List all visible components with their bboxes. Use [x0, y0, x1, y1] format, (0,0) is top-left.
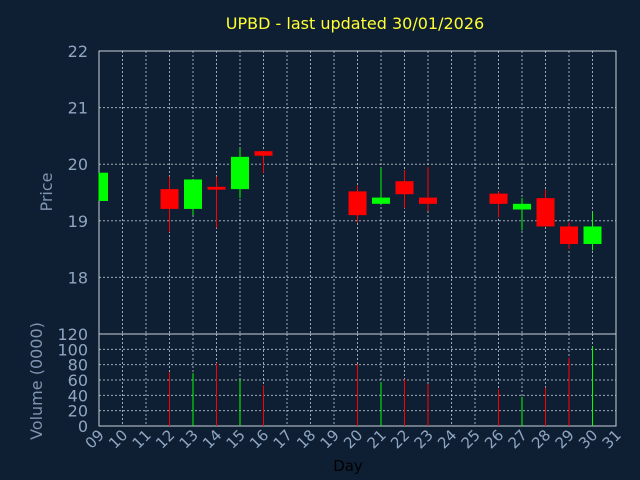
volume-tick-label: 100	[57, 340, 88, 359]
volume-axis-label: Volume (0000)	[27, 322, 46, 440]
volume-tick-label: 0	[78, 417, 88, 436]
price-tick-label: 21	[68, 99, 88, 118]
x-tick-label: 18	[293, 426, 319, 452]
price-y-ticks: 22 21 20 19 18	[68, 42, 88, 287]
price-tick-label: 19	[68, 212, 88, 231]
x-tick-label: 10	[105, 426, 131, 452]
price-axis-label: Price	[37, 172, 56, 211]
volume-tick-label: 120	[57, 325, 88, 344]
candle-body	[348, 191, 367, 216]
candle-body	[184, 179, 202, 209]
candle-body	[419, 197, 437, 204]
candle-body	[254, 151, 273, 156]
candle-body	[99, 172, 108, 201]
volume-bars	[169, 346, 593, 426]
x-axis-label: Day	[333, 457, 363, 475]
x-tick-label: 11	[129, 426, 155, 452]
volume-tick-label: 60	[68, 371, 88, 390]
x-tick-label: 26	[481, 426, 507, 452]
x-tick-label: 24	[434, 426, 460, 452]
candle-body	[207, 186, 226, 190]
x-tick-label: 29	[552, 426, 578, 452]
x-tick-label: 22	[387, 426, 413, 452]
candle-body	[513, 203, 531, 210]
x-tick-label: 23	[411, 426, 437, 452]
x-tick-label: 31	[599, 426, 625, 452]
price-tick-label: 18	[68, 268, 88, 287]
volume-tick-label: 20	[68, 402, 88, 421]
candle-body	[231, 156, 249, 190]
price-tick-label: 20	[68, 155, 88, 174]
x-tick-label: 15	[223, 426, 249, 452]
candle-body	[489, 193, 508, 204]
chart-title: UPBD - last updated 30/01/2026	[226, 14, 484, 33]
candle-body	[372, 197, 390, 204]
candle-body	[583, 226, 602, 245]
x-ticks: 0910111213141516171819202122232425262728…	[82, 426, 625, 452]
x-tick-label: 28	[528, 426, 554, 452]
x-tick-label: 25	[458, 426, 484, 452]
x-tick-label: 16	[246, 426, 272, 452]
candle-body	[160, 189, 179, 209]
candles	[98, 148, 602, 251]
price-tick-label: 22	[68, 42, 88, 61]
x-tick-label: 13	[176, 426, 202, 452]
candle-body	[536, 198, 555, 227]
x-tick-label: 21	[364, 426, 390, 452]
x-tick-label: 20	[340, 426, 366, 452]
x-tick-label: 27	[505, 426, 531, 452]
x-tick-label: 12	[152, 426, 178, 452]
volume-tick-label: 40	[68, 386, 88, 405]
x-tick-label: 14	[199, 426, 225, 452]
x-tick-label: 17	[270, 426, 296, 452]
candle-body	[560, 226, 578, 245]
candle-body	[395, 181, 414, 195]
volume-tick-label: 80	[68, 356, 88, 375]
x-tick-label: 30	[575, 426, 601, 452]
x-tick-label: 19	[317, 426, 343, 452]
